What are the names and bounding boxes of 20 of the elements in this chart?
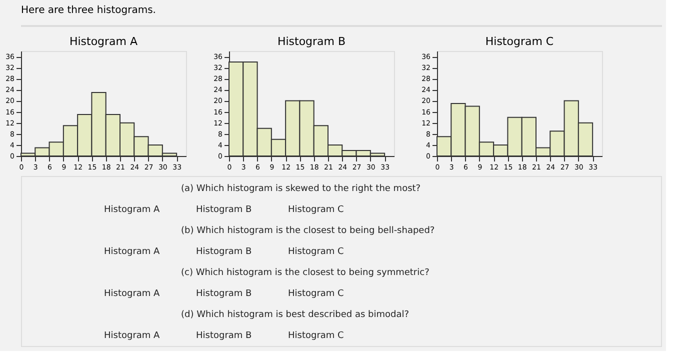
text: Histogram C <box>288 289 344 299</box>
text: Histogram A <box>104 289 161 299</box>
text: Histogram B <box>196 289 252 299</box>
chart-title: Histogram C <box>485 35 554 48</box>
text: Histogram A <box>104 205 161 215</box>
chart-title: Histogram A <box>69 35 138 48</box>
text: Histogram B <box>196 205 252 215</box>
text: Histogram B <box>196 331 252 341</box>
text: (d) Which histogram is best described as bimodal? <box>181 310 410 320</box>
text: Here are three histograms. <box>21 5 156 16</box>
text: (a) Which histogram is skewed to the right the most? <box>181 184 421 194</box>
text: (b) Which histogram is the closest to being bell-shaped? <box>181 226 435 236</box>
text: Histogram C <box>288 331 344 341</box>
text: Histogram C <box>288 205 344 215</box>
text: Histogram B <box>196 247 252 257</box>
text: Histogram A <box>104 247 161 257</box>
text: (c) Which histogram is the closest to being symmetric? <box>181 268 430 278</box>
text: Histogram A <box>104 331 161 341</box>
text: Histogram C <box>288 247 344 257</box>
chart-title: Histogram B <box>277 35 346 48</box>
